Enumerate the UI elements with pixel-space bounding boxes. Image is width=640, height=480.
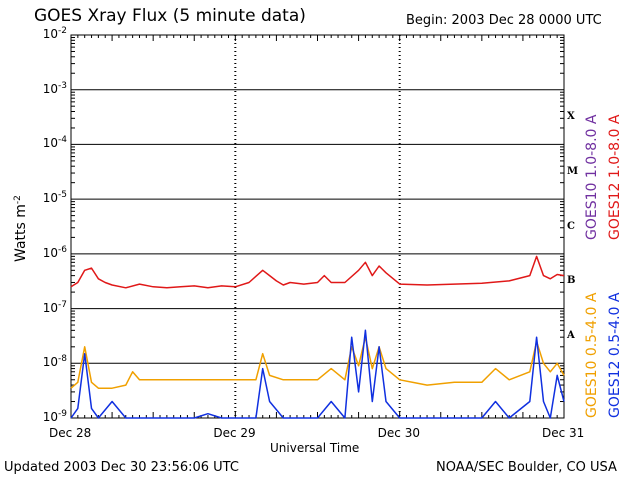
legend-entry: GOES10 0.5-4.0 A [584,292,600,418]
y-tick-label: 10-6 [27,244,67,260]
y-tick-exp: -6 [58,244,67,255]
x-tick-label: Dec 31 [542,426,585,440]
y-tick-base: 10 [42,136,59,151]
y-tick-exp: -4 [58,135,67,146]
y-tick-exp: -5 [58,190,67,201]
legend-entry: GOES12 0.5-4.0 A [607,292,623,418]
y-tick-base: 10 [42,410,59,424]
y-tick-base: 10 [42,27,59,41]
y-tick-label: 10-9 [27,409,67,424]
y-axis-label-exp: -2 [13,195,23,205]
legend-entry: GOES10 1.0-8.0 A [584,114,600,240]
y-tick-exp: -9 [58,409,67,419]
y-tick-label: 10-8 [27,354,67,370]
y-tick-exp: -3 [58,80,67,91]
series-line-goes12-0-5-4-0-a [70,329,565,419]
y-tick-base: 10 [42,81,59,96]
y-tick-exp: -2 [58,26,67,36]
plot-frame [70,34,565,419]
x-tick-label: Dec 28 [49,426,92,440]
updated-timestamp: Updated 2003 Dec 30 23:56:06 UTC [4,460,239,475]
credit-text: NOAA/SEC Boulder, CO USA [436,460,617,475]
begin-time: Begin: 2003 Dec 28 0000 UTC [406,13,602,28]
y-tick-base: 10 [42,355,59,370]
series-line-goes12-1-0-8-0-a [70,255,565,289]
y-tick-label: 10-7 [27,299,67,315]
flare-class-c: C [567,220,575,232]
flare-class-x: X [567,111,575,123]
y-tick-exp: -7 [58,299,67,310]
chart-title: GOES Xray Flux (5 minute data) [34,6,306,26]
x-tick-label: Dec 29 [213,426,256,440]
flare-class-b: B [567,275,576,287]
flare-class-m: M [567,165,579,177]
y-tick-base: 10 [42,191,59,206]
x-axis-label: Universal Time [270,441,360,455]
y-tick-label: 10-4 [27,135,67,151]
y-tick-base: 10 [42,245,59,260]
y-tick-label: 10-2 [27,26,67,41]
y-tick-label: 10-5 [27,190,67,206]
legend-entry: GOES12 1.0-8.0 A [607,114,623,240]
y-axis-label: Watts m-2 [13,195,29,262]
x-tick-label: Dec 30 [377,426,420,440]
y-tick-exp: -8 [58,354,67,365]
y-tick-base: 10 [42,300,59,315]
flare-class-a: A [567,329,575,341]
y-tick-label: 10-3 [27,80,67,96]
series-line-goes10-0-5-4-0-a [70,336,565,389]
